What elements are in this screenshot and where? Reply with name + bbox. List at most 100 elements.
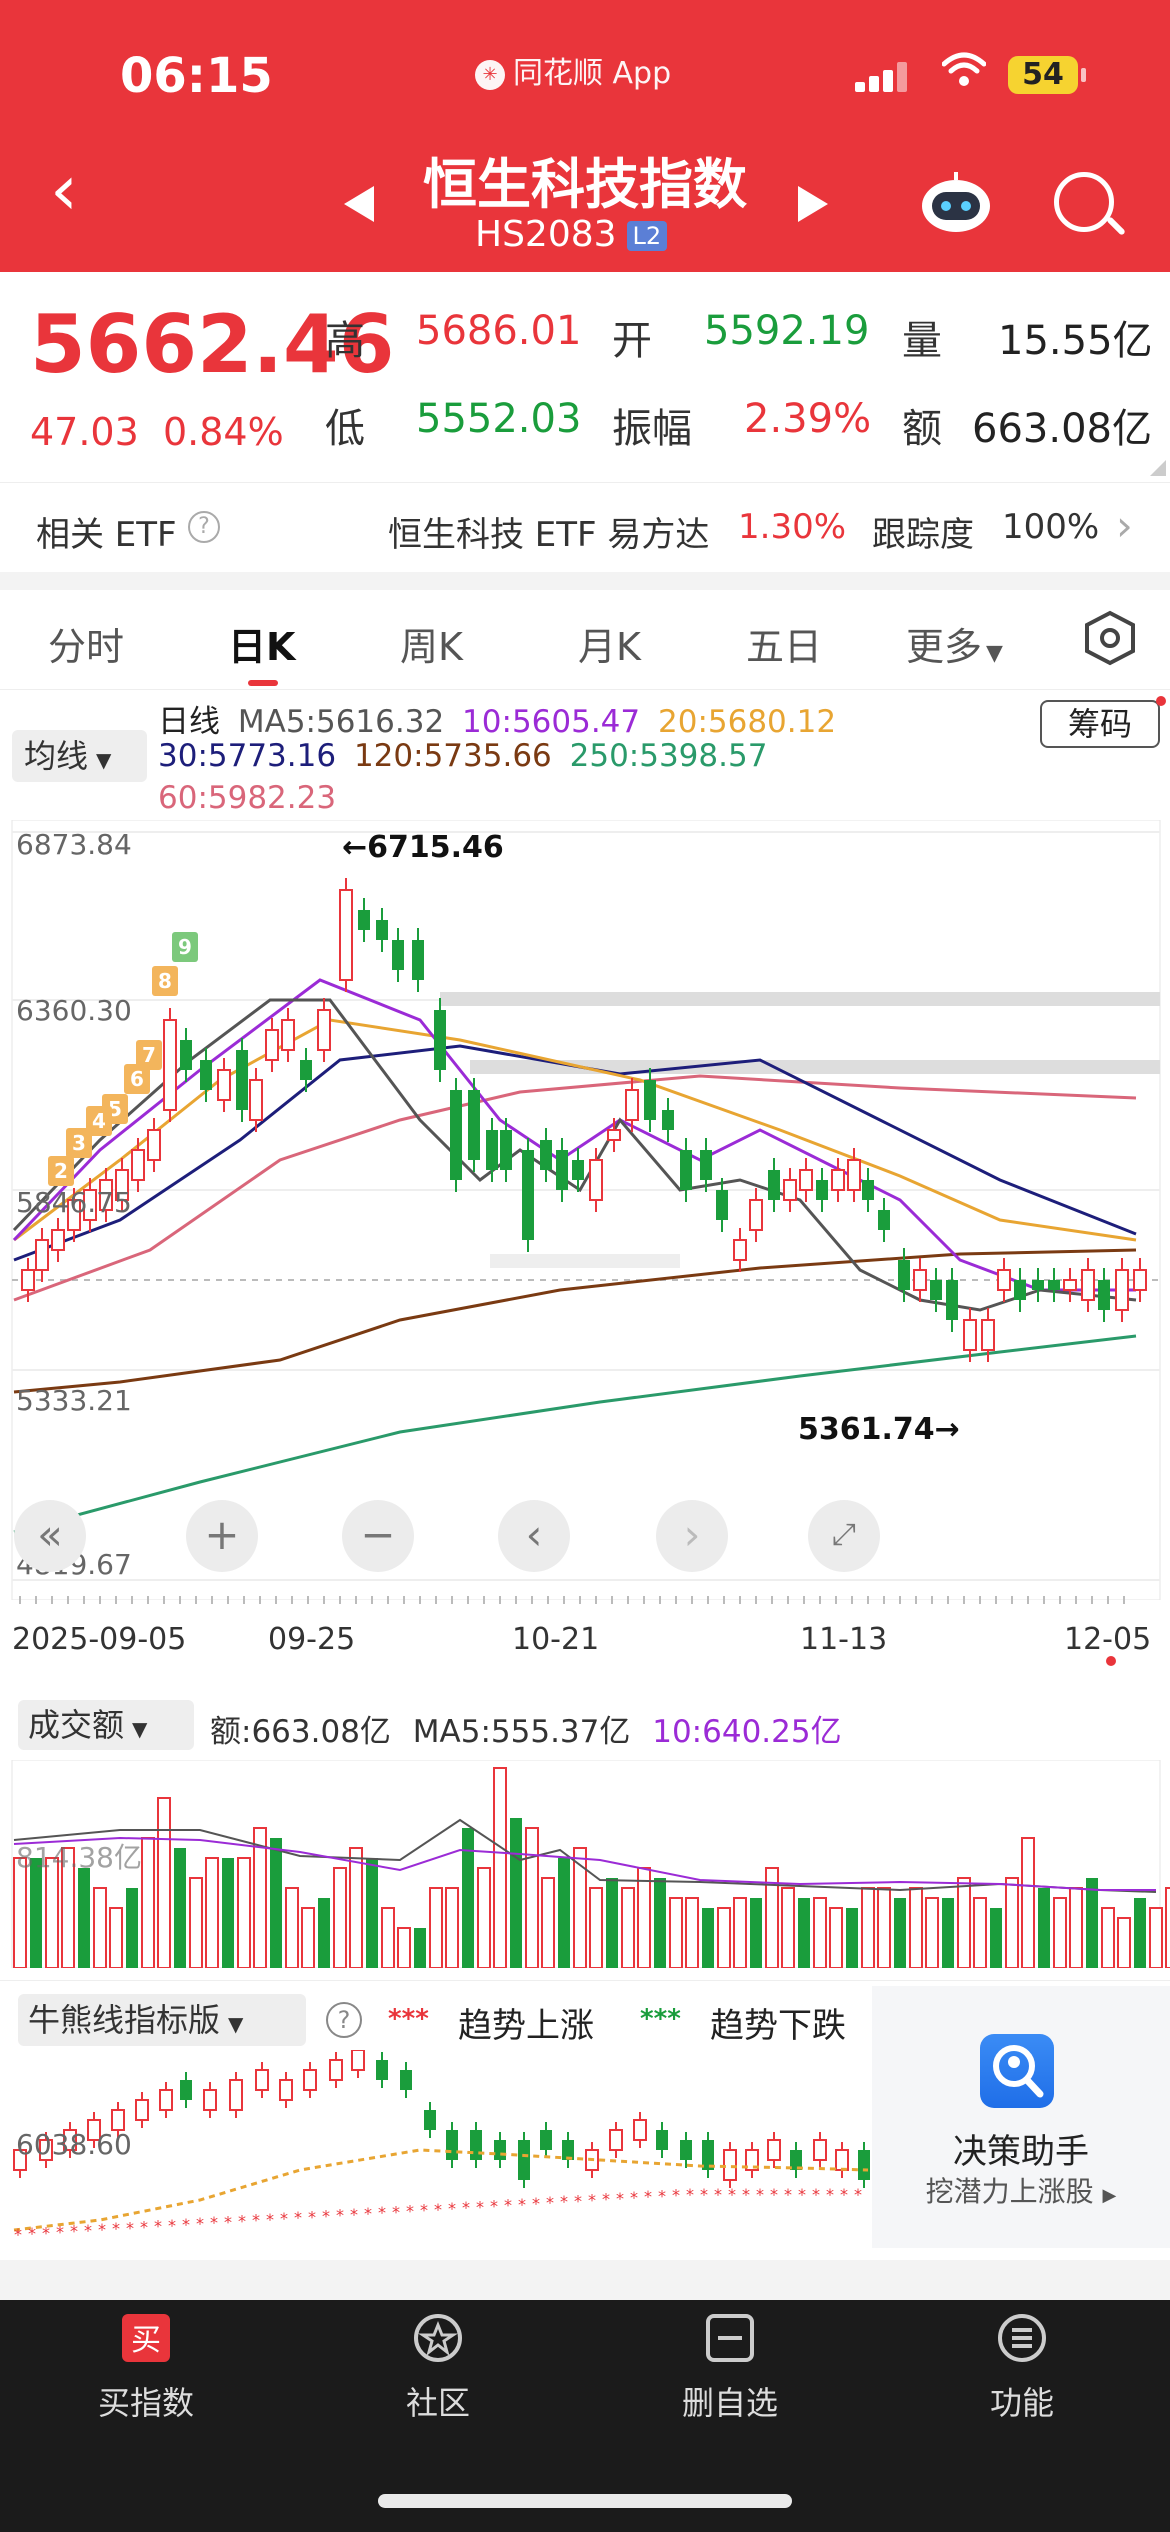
candle-body-up xyxy=(83,1189,97,1221)
volume-bar-up xyxy=(925,1897,939,1968)
app-logo-icon: ✳ xyxy=(475,59,505,90)
candle-body-down xyxy=(1014,1280,1026,1300)
next-index-icon[interactable] xyxy=(798,186,828,222)
price-axis-2: 6360.30 xyxy=(16,994,132,1027)
candle-body-down xyxy=(486,1130,498,1170)
indicator-candle-up xyxy=(203,2089,217,2111)
bull-bear-select[interactable]: 牛熊线指标版 ▼ xyxy=(18,1994,306,2046)
volume-bar-up xyxy=(45,1857,59,1968)
chevron-right-icon: › xyxy=(1116,501,1133,550)
candle-body-down xyxy=(392,940,404,970)
tab-five-day[interactable]: 五日 xyxy=(746,625,823,669)
fullscreen-icon[interactable]: ⤢ xyxy=(808,1500,880,1572)
zoom-out-icon[interactable]: − xyxy=(342,1500,414,1572)
candle-body-down xyxy=(680,1150,692,1190)
candle-body-down xyxy=(662,1110,674,1130)
volume-bar-up xyxy=(1165,1887,1170,1968)
chip-distribution-button[interactable]: 筹码 xyxy=(1040,700,1160,748)
prev-index-icon[interactable] xyxy=(344,186,374,222)
nav-buy-index-label: 买指数 xyxy=(97,2384,194,2422)
tab-daily-k[interactable]: 日K xyxy=(228,625,296,669)
volume-bar-down xyxy=(654,1878,666,1968)
volume-bar-down xyxy=(510,1818,522,1968)
candle-body-down xyxy=(540,1140,552,1170)
candle-body-down xyxy=(200,1060,212,1090)
volume-amount: 额:663.08亿 xyxy=(210,1714,391,1750)
status-time: 06:15 xyxy=(120,48,273,104)
chevron-left-icon[interactable]: ‹ xyxy=(498,1500,570,1572)
candle-body-down xyxy=(468,1090,480,1160)
volume-bar-down xyxy=(558,1858,570,1968)
scroll-left-icon[interactable]: « xyxy=(14,1500,86,1572)
tab-more[interactable]: 更多 ▼ xyxy=(906,616,1003,671)
candlestick-chart[interactable] xyxy=(0,820,1170,1600)
indicator-candle-down xyxy=(540,2130,552,2150)
candle-body-down xyxy=(1032,1280,1044,1290)
settings-hex-icon[interactable] xyxy=(1084,610,1136,666)
indicator-candle-up xyxy=(229,2079,243,2111)
help-icon[interactable]: ? xyxy=(188,511,220,543)
indicator-candle-up xyxy=(135,2099,149,2121)
robot-assistant-icon[interactable] xyxy=(918,170,994,234)
volume-bar-up xyxy=(429,1887,443,1968)
caret-down-icon: ▼ xyxy=(228,2012,244,2036)
search-icon[interactable] xyxy=(1054,172,1114,232)
volume-axis-label: 814.38亿 xyxy=(16,1841,142,1874)
nav-community[interactable]: 社区 xyxy=(338,2310,538,2424)
nav-community-label: 社区 xyxy=(405,2384,470,2422)
indicator-candle-down xyxy=(446,2130,458,2160)
trend-dot: * xyxy=(350,2205,358,2224)
indicator-select[interactable]: 均线 ▼ xyxy=(12,730,147,782)
tab-intraday[interactable]: 分时 xyxy=(48,625,125,669)
active-tab-indicator xyxy=(248,680,278,686)
candle-body-down xyxy=(930,1280,942,1300)
volume-bar-up xyxy=(237,1857,251,1968)
down-trend-label: 趋势下跌 xyxy=(710,2006,846,2046)
trend-dot: * xyxy=(434,2200,442,2219)
volume-bar-down xyxy=(846,1908,858,1968)
volume-select[interactable]: 成交额 ▼ xyxy=(18,1700,194,1750)
volume-bar-up xyxy=(733,1897,747,1968)
assistant-subtitle-text: 挖潜力上涨股 xyxy=(925,2175,1094,2208)
chevron-right-icon[interactable]: › xyxy=(656,1500,728,1572)
volume-bar-down xyxy=(126,1888,138,1968)
high-label: 高 xyxy=(325,318,365,364)
nav-buy-index[interactable]: 买 买指数 xyxy=(46,2310,246,2424)
help-icon[interactable]: ? xyxy=(326,2002,362,2038)
indicator-candle-down xyxy=(858,2150,870,2180)
volume-bar-up xyxy=(477,1867,491,1968)
low-annotation: 5361.74→ xyxy=(798,1412,960,1447)
trend-dot: * xyxy=(700,2185,708,2204)
volume-bar-down xyxy=(942,1898,954,1968)
decision-assistant-card[interactable]: 决策助手 挖潜力上涨股 ▶ xyxy=(872,1986,1170,2248)
trend-dot: * xyxy=(448,2199,456,2218)
volume-bar-up xyxy=(541,1877,555,1968)
volume-bar-up xyxy=(285,1887,299,1968)
trend-dot: * xyxy=(70,2222,78,2241)
tab-weekly-k[interactable]: 周K xyxy=(400,625,463,669)
indicator-candle-down xyxy=(470,2130,482,2160)
volume-bar-down xyxy=(174,1848,186,1968)
candle-body-down xyxy=(236,1050,248,1110)
volume-bar-down xyxy=(702,1908,714,1968)
period-label: 日线 xyxy=(158,704,220,740)
indicator-candle-down xyxy=(376,2060,388,2080)
volume-bar-down xyxy=(414,1928,426,1968)
trend-dot: * xyxy=(644,2187,652,2206)
tab-monthly-k[interactable]: 月K xyxy=(578,625,641,669)
candle-body-up xyxy=(799,1169,813,1191)
trend-dot: * xyxy=(770,2185,778,2204)
caret-down-icon: ▼ xyxy=(96,748,112,772)
trend-dot: * xyxy=(630,2188,638,2207)
trend-dot: * xyxy=(546,2193,554,2212)
related-etf-row[interactable]: 相关 ETF ? 恒生科技 ETF 易方达 1.30% 跟踪度 100% › xyxy=(0,482,1170,572)
bottom-navigation xyxy=(0,2300,1170,2532)
trend-dot: * xyxy=(854,2185,862,2204)
nav-functions[interactable]: 功能 xyxy=(922,2310,1122,2424)
ma20-value: 20:5680.12 xyxy=(658,704,837,740)
trend-dot: * xyxy=(98,2220,106,2239)
nav-remove-watchlist[interactable]: 删自选 xyxy=(630,2310,830,2424)
zoom-in-icon[interactable]: + xyxy=(186,1500,258,1572)
candle-body-up xyxy=(589,1159,603,1201)
